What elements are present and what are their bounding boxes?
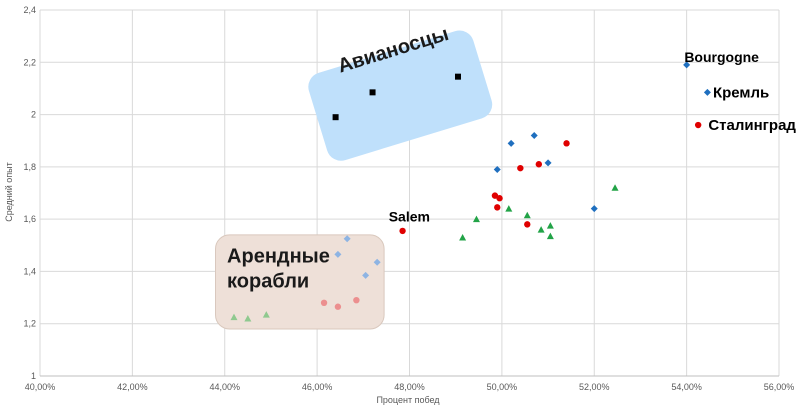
- group-label: Арендные: [227, 245, 330, 267]
- y-tick-label: 2: [31, 110, 36, 120]
- data-point: [334, 250, 342, 258]
- x-tick-label: 46,00%: [302, 382, 333, 392]
- x-tick-label: 56,00%: [764, 382, 795, 392]
- annotations: Bourgogne Кремль Сталинград Salem: [389, 49, 797, 224]
- x-tick-label: 48,00%: [394, 382, 425, 392]
- data-point: [244, 314, 252, 322]
- x-tick-label: 44,00%: [209, 382, 240, 392]
- data-point: [590, 205, 598, 213]
- data-point: [535, 161, 543, 168]
- point-annotation: Bourgogne: [684, 49, 759, 65]
- y-tick-label: 1,6: [23, 214, 36, 224]
- point-annotation: Кремль: [713, 84, 769, 101]
- data-point: [332, 114, 339, 121]
- x-tick-label: 52,00%: [579, 382, 610, 392]
- data-point: [262, 311, 270, 318]
- y-tick-label: 2,2: [23, 57, 36, 67]
- data-point: [496, 195, 503, 202]
- y-tick-label: 1,4: [23, 266, 36, 276]
- y-tick-label: 1,8: [23, 162, 36, 172]
- data-point: [230, 313, 238, 321]
- data-point: [459, 233, 467, 241]
- data-point: [343, 235, 351, 243]
- y-tick-label: 1,2: [23, 319, 36, 329]
- axis-ticks: 1 1,2 1,4 1,6 1,8 2 2,2 2,4 40,00% 42,00% 44,00% 46…: [23, 5, 794, 392]
- data-point: [320, 299, 328, 306]
- data-point: [611, 184, 619, 191]
- data-point: [334, 303, 342, 310]
- data-point: [524, 221, 531, 228]
- data-point: [683, 61, 691, 69]
- group-label: корабли: [227, 270, 309, 292]
- data-point: [493, 165, 501, 173]
- data-point: [472, 215, 480, 223]
- x-tick-label: 42,00%: [117, 382, 148, 392]
- group-highlight-box: [308, 30, 493, 161]
- data-point: [530, 131, 538, 139]
- x-axis-title: Процент побед: [376, 395, 440, 405]
- data-point: [546, 222, 554, 229]
- point-annotation: Сталинград: [708, 117, 796, 134]
- data-point: [563, 140, 570, 147]
- data-point: [362, 271, 370, 279]
- y-tick-label: 1: [31, 371, 36, 381]
- data-point: [507, 139, 515, 147]
- data-point: [546, 232, 554, 240]
- x-tick-label: 54,00%: [671, 382, 702, 392]
- data-point: [694, 121, 702, 129]
- data-point: [369, 89, 376, 96]
- y-tick-label: 2,4: [23, 5, 36, 15]
- x-tick-label: 50,00%: [487, 382, 518, 392]
- group-highlight-box: [215, 234, 385, 330]
- data-point: [703, 88, 711, 96]
- data-point: [523, 211, 531, 219]
- data-point: [454, 73, 461, 80]
- data-point: [505, 205, 513, 212]
- point-annotation: Salem: [389, 209, 430, 225]
- x-tick-label: 40,00%: [25, 382, 56, 392]
- data-point: [373, 258, 381, 266]
- data-point: [544, 159, 552, 167]
- data-point: [537, 226, 545, 233]
- data-point: [353, 296, 360, 304]
- data-point: [399, 227, 406, 235]
- data-points: [230, 61, 711, 322]
- y-axis-title: Средний опыт: [4, 162, 14, 222]
- data-point: [494, 204, 501, 211]
- data-point: [517, 164, 524, 172]
